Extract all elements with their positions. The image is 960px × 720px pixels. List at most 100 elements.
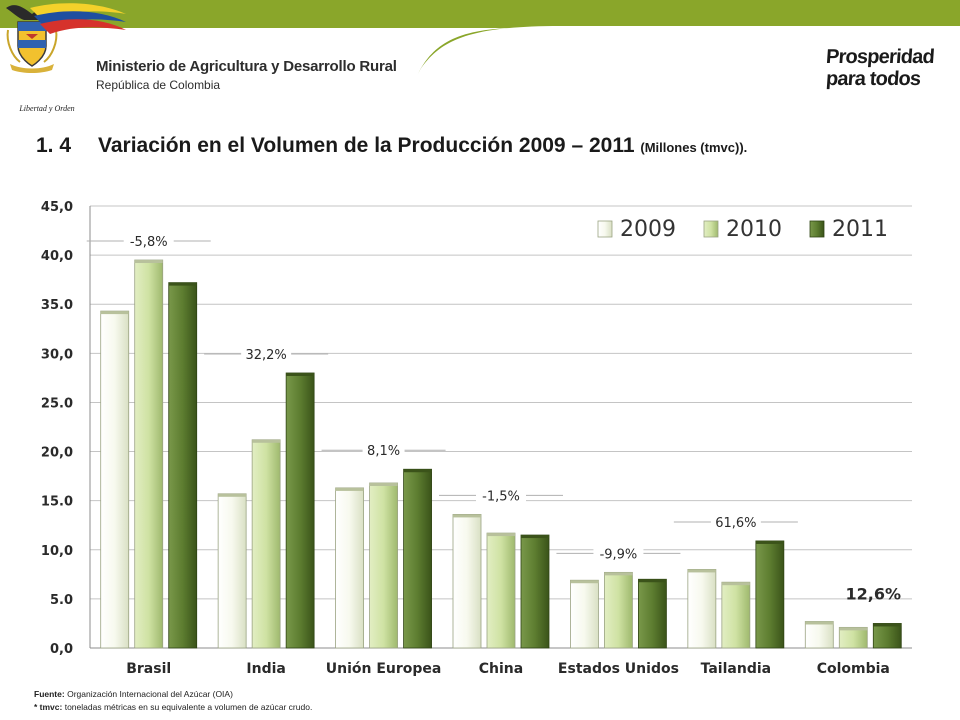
tmvc-text: toneladas métricas en su equivalente a v… (64, 702, 313, 712)
bar-cap (721, 582, 750, 586)
bar-2011 (168, 282, 198, 649)
legend-label: 2011 (832, 217, 888, 242)
legend: 2009 2010 2011 (586, 208, 904, 252)
x-tick-label: China (479, 661, 523, 677)
bar-cap (638, 579, 667, 583)
source-label: Fuente: (34, 689, 65, 699)
variation-label: 12,6% (846, 584, 902, 603)
legend-box (586, 208, 904, 252)
bar-2011 (285, 372, 315, 649)
bar-cap (453, 514, 481, 518)
y-tick-label: 45,0 (41, 200, 73, 215)
page-title: 1. 4 Variación en el Volumen de la Produc… (36, 134, 747, 158)
bar-2011 (520, 534, 550, 649)
annotation-bg (123, 230, 174, 251)
bar-cap (218, 493, 247, 497)
legend-label: 2010 (726, 217, 782, 242)
header-background (0, 0, 960, 125)
ministry-name: Ministerio de Agricultura y Desarrollo R… (96, 58, 397, 75)
x-tick-label: Brasil (126, 661, 171, 677)
bar-cap (335, 487, 364, 491)
source-text: Organización Internacional del Azúcar (O… (67, 689, 233, 699)
logo-text-prosperidad: Prosperidad (825, 46, 935, 68)
bar-2010 (369, 482, 398, 649)
bar-2010 (134, 259, 164, 649)
x-tick-label: India (246, 661, 285, 677)
bar-cap (839, 627, 868, 631)
y-tick-label: 15.0 (41, 495, 73, 510)
variation-label: 8,1% (367, 444, 400, 459)
crest-motto: Libertad y Orden (19, 104, 75, 113)
y-tick-label: 30,0 (41, 347, 73, 362)
bar-cap (168, 282, 197, 286)
annotation-bg (476, 484, 526, 505)
annotation-bg (710, 510, 761, 531)
bar-2009 (100, 310, 130, 649)
bar-2011 (755, 540, 785, 649)
bar-2010 (604, 571, 633, 649)
variation-label: -9,9% (600, 547, 638, 562)
x-tick-label: Estados Unidos (558, 661, 679, 677)
bar-cap (403, 469, 432, 473)
y-tick-label: 35.0 (41, 298, 73, 313)
bar-cap (100, 311, 129, 315)
logo-text-para-todos: para todos (825, 68, 922, 90)
bar-2011 (638, 578, 667, 649)
bar-cap (755, 540, 784, 544)
y-tick-label: 40,0 (41, 249, 73, 264)
x-tick-label: Colombia (817, 661, 890, 677)
header-white-panel (0, 28, 520, 125)
bar-2011 (872, 623, 902, 649)
bar-cap (521, 535, 549, 539)
bars (100, 259, 902, 649)
y-tick-label: 20,0 (41, 446, 73, 461)
variation-label: -1,5% (482, 489, 520, 504)
legend-label: 2009 (620, 217, 676, 242)
bar-cap (604, 572, 633, 576)
y-tick-label: 10,0 (41, 544, 73, 559)
bar-cap (252, 439, 281, 443)
bar-2010 (251, 439, 281, 649)
legend-swatch-2010 (703, 220, 719, 238)
bar-cap (687, 569, 716, 573)
legend-swatch-2009 (597, 220, 613, 238)
bar-2009 (217, 493, 247, 649)
title-text: Variación en el Volumen de la Producción… (98, 134, 635, 157)
bar-2009 (804, 621, 834, 649)
variation-label: -5,8% (130, 235, 168, 250)
bar-cap (487, 533, 515, 537)
bar-2009 (452, 514, 482, 649)
variation-label: 32,2% (245, 348, 286, 363)
y-tick-label: 25.0 (41, 396, 73, 411)
bar-2009 (570, 579, 599, 649)
bar-2010 (486, 532, 516, 649)
annotation-bg (593, 542, 644, 563)
bar-2010 (838, 626, 868, 649)
bar-cap (570, 580, 599, 584)
production-bar-chart: 0,0 5.0 10,0 15.0 20,0 25.0 30,0 35.0 40,0 45,0 Br… (41, 200, 912, 677)
bar-2010 (721, 581, 751, 649)
source-footnote: Fuente: Organización Internacional del A… (34, 689, 233, 699)
labels: 0,0 5.0 10,0 15.0 20,0 25.0 30,0 35.0 40,0 45,0 Br… (41, 200, 901, 677)
bar-2009 (335, 487, 364, 649)
legend-swatch-2011 (809, 220, 825, 238)
bar-cap (134, 260, 163, 264)
bar-2009 (687, 569, 717, 649)
prosperidad-logo-icon (30, 3, 126, 34)
variation-label: 61,6% (715, 516, 756, 531)
bar-cap (873, 623, 902, 627)
republic-name: República de Colombia (96, 78, 221, 92)
tmvc-label: * tmvc: (34, 702, 63, 712)
title-units: (Millones (tmvc)). (640, 140, 748, 155)
y-tick-label: 5.0 (50, 593, 73, 608)
bar-2011 (403, 468, 432, 649)
page-header: Libertad y Orden Ministerio de Agricultu… (0, 0, 960, 125)
bar-cap (805, 621, 834, 625)
y-tick-label: 0,0 (50, 642, 73, 657)
section-number: 1. 4 (36, 134, 72, 157)
x-tick-label: Tailandia (701, 661, 771, 677)
colombia-coat-of-arms-icon (6, 5, 58, 73)
tmvc-footnote: * tmvc: toneladas métricas en su equival… (34, 702, 312, 712)
x-tick-label: Unión Europea (326, 661, 442, 677)
bar-cap (369, 482, 398, 486)
